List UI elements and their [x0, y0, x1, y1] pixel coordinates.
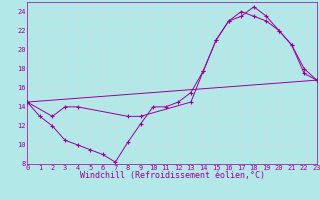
X-axis label: Windchill (Refroidissement éolien,°C): Windchill (Refroidissement éolien,°C) — [79, 171, 265, 180]
